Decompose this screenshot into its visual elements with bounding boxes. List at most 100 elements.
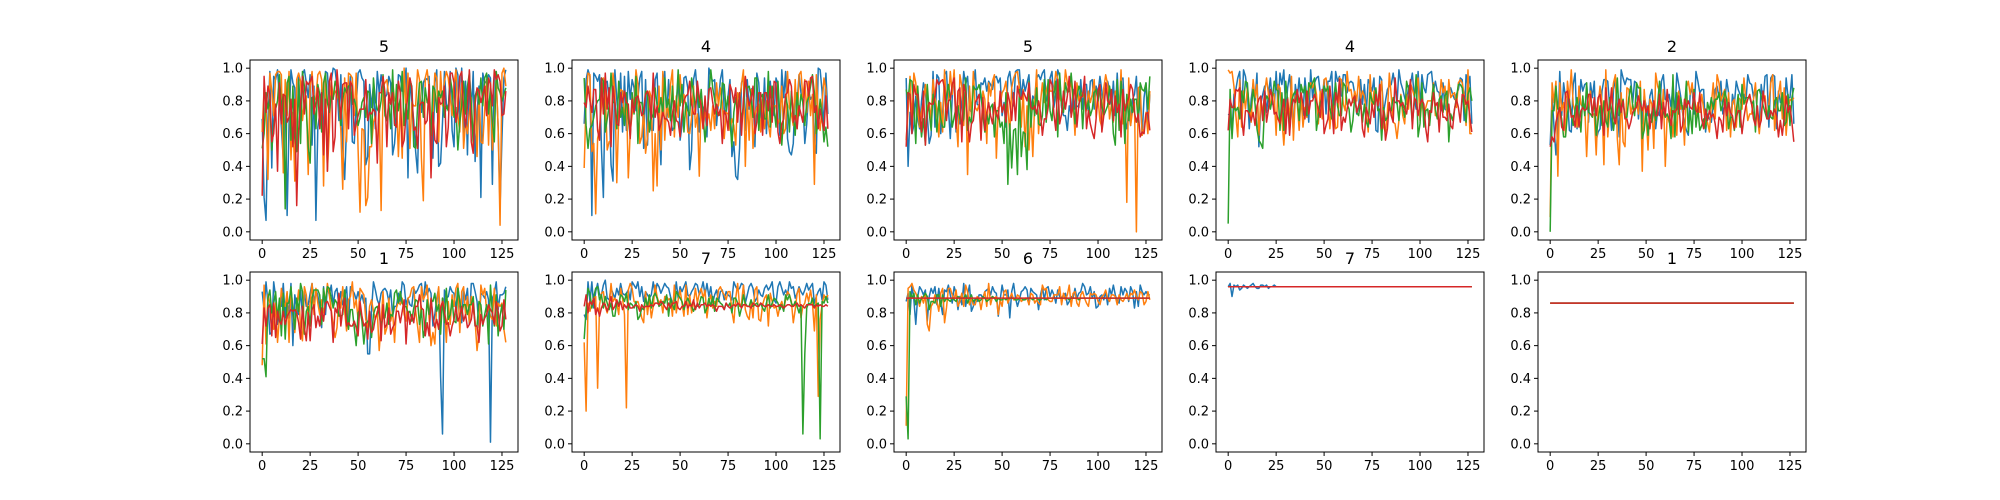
plot-frame (893, 271, 1163, 453)
y-tick-label: 0.0 (1188, 225, 1209, 240)
x-tick-label: 50 (350, 459, 367, 474)
y-tick-label: 0.6 (222, 127, 243, 142)
x-tick-label: 100 (1086, 459, 1111, 474)
y-tick-label: 0.8 (544, 94, 565, 109)
subplot-9: 7 0 25 50 75 100 125 0.0 0.2 0.4 0.6 0.8 1.0 (1188, 249, 1485, 474)
x-tick-label: 100 (442, 459, 467, 474)
x-tick-label: 50 (1316, 459, 1333, 474)
x-tick-label: 0 (902, 459, 910, 474)
y-tick-label: 0.2 (544, 405, 565, 420)
x-tick-label: 75 (1686, 459, 1703, 474)
x-tick-label: 125 (812, 247, 837, 262)
y-tick-label: 0.4 (544, 160, 565, 175)
x-tick-label: 0 (1224, 459, 1232, 474)
y-tick-label: 0.8 (222, 306, 243, 321)
y-tick-label: 0.0 (1510, 437, 1531, 452)
y-tick-label: 1.0 (1188, 62, 1209, 77)
x-tick-label: 100 (442, 247, 467, 262)
x-tick-label: 25 (1268, 247, 1285, 262)
y-tick-label: 1.0 (866, 62, 887, 77)
x-tick-label: 50 (672, 247, 689, 262)
x-tick-label: 125 (1456, 247, 1481, 262)
x-tick-label: 100 (1408, 459, 1433, 474)
y-tick-label: 1.0 (222, 274, 243, 289)
x-tick-label: 50 (350, 247, 367, 262)
x-tick-label: 125 (812, 459, 837, 474)
x-tick-label: 100 (764, 459, 789, 474)
x-tick-label: 75 (1042, 247, 1059, 262)
x-tick-label: 50 (1638, 459, 1655, 474)
y-tick-label: 0.6 (1510, 127, 1531, 142)
y-tick-label: 0.4 (866, 372, 887, 387)
x-tick-label: 50 (994, 247, 1011, 262)
series-line-4 (261, 69, 507, 207)
series-line-3 (261, 69, 507, 210)
y-tick-label: 0.4 (1510, 372, 1531, 387)
y-tick-label: 0.8 (1188, 94, 1209, 109)
subplot-10: 1 0 25 50 75 100 125 0.0 0.2 0.4 0.6 0.8 1.0 (1510, 249, 1807, 474)
x-tick-label: 25 (624, 459, 641, 474)
x-tick-label: 25 (1590, 459, 1607, 474)
x-tick-label: 25 (1268, 459, 1285, 474)
x-tick-label: 75 (720, 247, 737, 262)
y-tick-label: 0.2 (1510, 405, 1531, 420)
x-tick-label: 125 (490, 247, 515, 262)
x-tick-label: 0 (1224, 247, 1232, 262)
x-tick-label: 100 (1730, 459, 1755, 474)
y-tick-label: 1.0 (544, 274, 565, 289)
subplot-title: 2 (1667, 37, 1677, 56)
x-tick-label: 125 (1778, 459, 1803, 474)
y-tick-label: 0.8 (866, 306, 887, 321)
y-tick-label: 0.0 (866, 225, 887, 240)
x-tick-label: 0 (580, 459, 588, 474)
x-tick-label: 0 (580, 247, 588, 262)
y-tick-label: 0.2 (1188, 405, 1209, 420)
x-tick-label: 100 (1408, 247, 1433, 262)
y-tick-label: 0.2 (544, 193, 565, 208)
series-line-1 (905, 282, 1150, 326)
x-tick-label: 100 (1086, 247, 1111, 262)
y-tick-label: 1.0 (866, 274, 887, 289)
x-tick-label: 25 (302, 247, 319, 262)
plot-frame (249, 59, 519, 241)
y-tick-label: 0.4 (1510, 160, 1531, 175)
series-line-4 (1549, 87, 1795, 147)
x-tick-label: 25 (302, 459, 319, 474)
y-tick-label: 0.8 (222, 94, 243, 109)
x-tick-label: 25 (946, 459, 963, 474)
y-tick-label: 0.6 (866, 127, 887, 142)
series-line-2 (905, 282, 1151, 426)
series-line-3 (905, 72, 1151, 186)
y-tick-label: 0.4 (222, 372, 243, 387)
y-tick-label: 0.0 (1510, 225, 1531, 240)
plot-frame (571, 271, 841, 453)
plot-frame (571, 59, 841, 241)
x-tick-label: 50 (672, 459, 689, 474)
y-tick-label: 0.2 (222, 193, 243, 208)
y-tick-label: 0.4 (1188, 160, 1209, 175)
y-tick-label: 0.0 (544, 437, 565, 452)
x-tick-label: 0 (1546, 459, 1554, 474)
y-tick-label: 0.6 (1510, 339, 1531, 354)
x-tick-label: 0 (1546, 247, 1554, 262)
subplot-title: 1 (379, 249, 389, 268)
x-tick-label: 25 (946, 247, 963, 262)
subplot-6: 1 0 25 50 75 100 125 0.0 0.2 0.4 0.6 0.8 1.0 (222, 249, 519, 474)
y-tick-label: 1.0 (544, 62, 565, 77)
x-tick-label: 100 (764, 247, 789, 262)
y-tick-label: 0.0 (1188, 437, 1209, 452)
plot-frame (1215, 271, 1485, 453)
plot-frame (893, 59, 1163, 241)
y-tick-label: 0.8 (1510, 94, 1531, 109)
x-tick-label: 50 (1316, 247, 1333, 262)
x-tick-label: 75 (1364, 459, 1381, 474)
x-tick-label: 50 (994, 459, 1011, 474)
x-tick-label: 100 (1730, 247, 1755, 262)
subplot-7: 7 0 25 50 75 100 125 0.0 0.2 0.4 0.6 0.8 1.0 (544, 249, 841, 474)
subplot-8: 6 0 25 50 75 100 125 0.0 0.2 0.4 0.6 0.8 1.0 (866, 249, 1163, 474)
y-tick-label: 0.6 (1188, 339, 1209, 354)
